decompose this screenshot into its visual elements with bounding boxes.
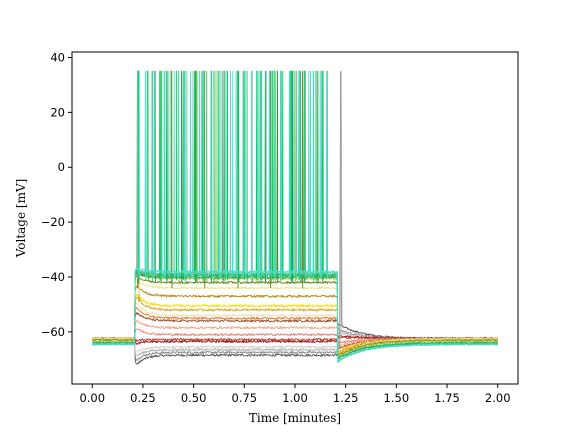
x-tick-label: 0.75 — [232, 391, 258, 405]
y-tick-label: −40 — [41, 270, 65, 284]
x-tick-label: 0.25 — [130, 391, 156, 405]
voltage-trace — [92, 70, 498, 358]
x-tick-label: 1.75 — [434, 391, 460, 405]
offset-spike — [339, 71, 343, 343]
x-tick-label: 1.25 — [333, 391, 359, 405]
x-axis-label: Time [minutes] — [249, 411, 341, 425]
x-tick-label: 2.00 — [485, 391, 511, 405]
traces — [91, 70, 499, 365]
x-tick-label: 1.50 — [384, 391, 410, 405]
y-tick-label: 40 — [50, 50, 65, 64]
y-tick-label: 20 — [50, 105, 65, 119]
x-tick-label: 0.50 — [181, 391, 207, 405]
y-tick-label: −60 — [41, 325, 65, 339]
x-tick-label: 1.00 — [282, 391, 308, 405]
x-axis: 0.00 0.25 0.50 0.75 1.00 1.25 1.50 1.75 2.00 — [79, 384, 511, 405]
x-tick-label: 0.00 — [79, 391, 105, 405]
voltage-trace — [92, 70, 498, 363]
plot-area — [91, 70, 499, 365]
offset-spike — [339, 71, 342, 349]
y-tick-label: −20 — [41, 215, 65, 229]
y-axis-label: Voltage [mV] — [14, 179, 28, 259]
y-tick-label: 0 — [58, 160, 65, 174]
y-axis: −60 −40 −20 0 20 40 — [41, 50, 72, 339]
